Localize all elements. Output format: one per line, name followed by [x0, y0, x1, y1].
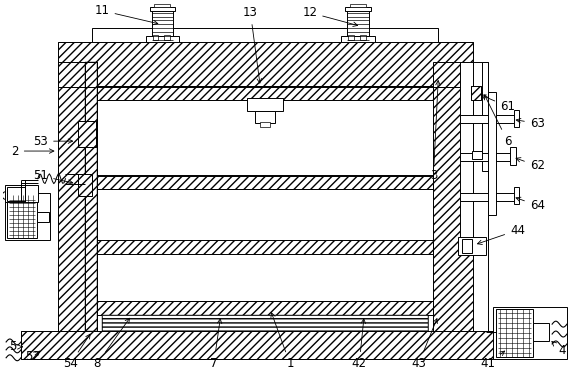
Text: 2: 2 [11, 145, 54, 158]
Bar [350, 4, 366, 7]
Circle shape [537, 325, 551, 339]
Text: 6: 6 [485, 95, 511, 148]
Bar [533, 323, 549, 341]
Bar [7, 187, 25, 201]
Text: 11: 11 [94, 4, 158, 25]
Bar [434, 62, 473, 331]
Bar [155, 4, 170, 7]
Text: 61: 61 [481, 95, 515, 113]
Bar [97, 240, 434, 254]
Bar [85, 62, 97, 331]
Bar [78, 174, 92, 196]
Bar [102, 315, 428, 331]
Text: 44: 44 [478, 224, 525, 244]
Bar [21, 331, 518, 359]
Text: 51: 51 [34, 169, 73, 184]
Bar [152, 7, 173, 42]
Text: 63: 63 [516, 117, 545, 130]
Text: 3: 3 [430, 81, 440, 182]
Bar [97, 240, 434, 254]
Bar [482, 62, 488, 171]
Text: 41: 41 [481, 351, 505, 370]
Bar [360, 35, 366, 40]
Text: 13: 13 [243, 6, 262, 83]
Bar [493, 307, 567, 359]
Bar [57, 42, 473, 87]
Text: 4: 4 [552, 341, 566, 357]
Bar [149, 7, 175, 10]
Bar [85, 62, 97, 331]
Bar [21, 331, 518, 359]
Bar [346, 7, 371, 10]
Bar [471, 86, 481, 100]
Bar [342, 36, 375, 42]
Bar [78, 121, 96, 147]
Bar [145, 36, 179, 42]
Bar [92, 28, 438, 42]
Bar [261, 122, 270, 127]
Bar [97, 175, 434, 189]
Bar [462, 239, 472, 253]
Bar [434, 62, 473, 331]
Bar [488, 92, 496, 215]
Bar [255, 112, 275, 124]
Bar [57, 62, 97, 331]
Bar [473, 62, 488, 331]
Bar [57, 62, 97, 331]
Bar [347, 7, 369, 42]
Bar [97, 254, 434, 301]
Bar [97, 86, 434, 100]
Bar [5, 193, 50, 240]
Bar [78, 174, 92, 196]
Bar [458, 237, 486, 255]
Bar [5, 185, 38, 202]
Bar [78, 121, 96, 147]
Bar [97, 86, 434, 100]
Bar [164, 35, 170, 40]
Bar [152, 35, 159, 40]
Text: 8: 8 [93, 318, 130, 370]
Bar [37, 212, 49, 222]
Bar [460, 62, 473, 255]
Text: 1: 1 [271, 313, 294, 370]
Text: 64: 64 [516, 197, 545, 212]
Bar [7, 195, 37, 238]
Text: 52: 52 [25, 350, 41, 363]
Bar [349, 35, 354, 40]
Bar [460, 115, 519, 124]
Bar [102, 315, 428, 331]
Text: 42: 42 [351, 319, 367, 370]
Bar [496, 309, 533, 357]
Text: 43: 43 [411, 319, 437, 370]
Bar [471, 86, 481, 100]
Bar [97, 175, 434, 189]
Text: 12: 12 [302, 6, 358, 26]
Bar [460, 153, 515, 161]
Text: 53: 53 [34, 135, 72, 148]
Bar [514, 109, 519, 127]
Text: 62: 62 [516, 158, 545, 172]
Bar [510, 147, 515, 165]
Bar [460, 193, 519, 201]
Text: 7: 7 [210, 319, 222, 370]
Circle shape [2, 192, 10, 199]
Text: 5: 5 [9, 340, 23, 353]
Bar [514, 187, 519, 205]
Bar [247, 97, 283, 112]
Bar [97, 100, 434, 176]
Text: 54: 54 [63, 334, 90, 370]
Bar [97, 301, 434, 315]
Bar [97, 301, 434, 315]
Bar [472, 151, 482, 159]
Bar [57, 42, 473, 87]
